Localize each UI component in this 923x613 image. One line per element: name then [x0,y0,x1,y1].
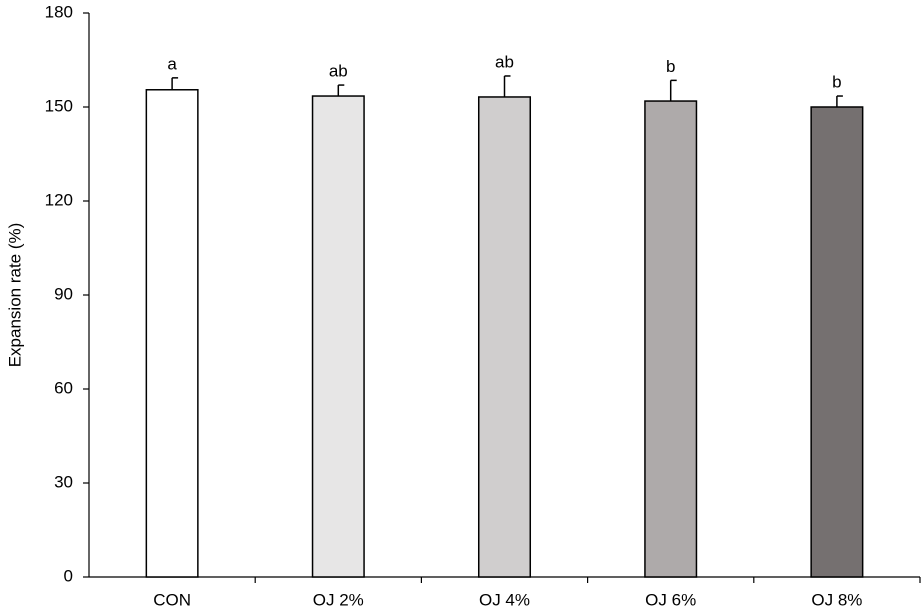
x-tick-label: OJ 8% [811,590,862,609]
x-tick-label: CON [153,590,191,609]
bar [477,96,532,578]
y-tick-label: 180 [45,2,73,21]
annotation: a [167,54,177,73]
y-tick-label: 90 [54,284,73,303]
annotation: ab [495,52,514,71]
bar [311,95,365,578]
y-axis-label: Expansion rate (%) [5,223,24,368]
y-tick-label: 150 [45,96,73,115]
bar [810,106,864,578]
annotation: b [832,73,841,92]
y-tick-label: 0 [64,566,73,585]
x-tick-label: OJ 4% [479,590,530,609]
annotation: b [666,57,675,76]
x-tick-label: OJ 6% [645,590,696,609]
y-tick-label: 30 [54,472,73,491]
y-tick-label: 60 [54,378,73,397]
x-tick-label: OJ 2% [313,590,364,609]
annotation: ab [329,62,348,81]
bar [644,100,698,578]
y-tick-label: 120 [45,190,73,209]
bar [145,89,199,578]
